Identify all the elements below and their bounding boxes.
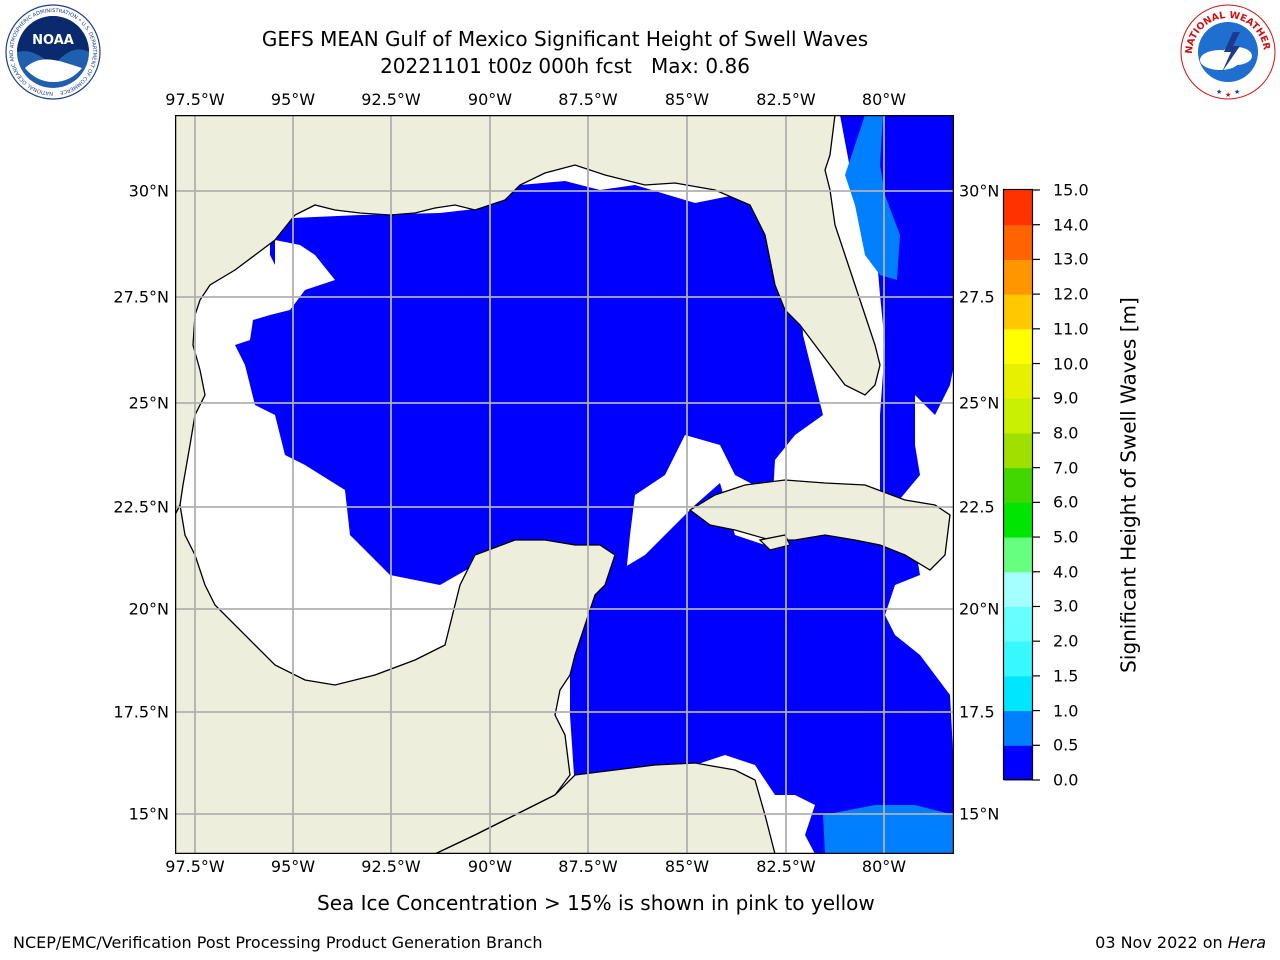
colorbar-tick-label: 11.0 <box>1053 319 1089 339</box>
colorbar-title: Significant Height of Swell Waves [m] <box>1116 297 1141 673</box>
colorbar-tick-label: 15.0 <box>1053 180 1089 200</box>
chart-title: GEFS MEAN Gulf of Mexico Significant Hei… <box>214 26 916 80</box>
lon-label-top: 85°W <box>664 90 710 109</box>
svg-text:★: ★ <box>1225 91 1231 99</box>
colorbar-band <box>1004 571 1032 607</box>
lat-label-left: 25°N <box>128 393 169 413</box>
lat-label-right: 25°N <box>959 393 1000 413</box>
svg-text:★: ★ <box>1234 88 1240 96</box>
lat-label-left: 17.5°N <box>113 702 169 722</box>
lat-label-right: 15°N <box>959 804 1000 824</box>
colorbar-band <box>1004 224 1032 260</box>
swell-height-field <box>235 115 954 854</box>
colorbar-band <box>1004 606 1032 642</box>
lat-label-left: 27.5°N <box>113 287 169 307</box>
colorbar-band <box>1004 294 1032 330</box>
colorbar-tick-label: 4.0 <box>1053 562 1079 582</box>
land-jamaica <box>758 534 791 551</box>
lon-label-top: 95°W <box>270 90 316 109</box>
map-frame <box>175 115 954 854</box>
colorbar-band <box>1004 641 1032 677</box>
colorbar-tick-label: 10.0 <box>1053 354 1089 374</box>
noaa-logo: NATIONAL OCEANIC AND ATMOSPHERIC ADMINIS… <box>5 4 101 100</box>
colorbar-tick-label: 0.5 <box>1053 735 1079 755</box>
land-central-america <box>434 762 776 854</box>
lat-label-right: 27.5 <box>959 287 995 307</box>
lon-label-top: 82.5°W <box>756 90 816 109</box>
lon-label-bottom: 87.5°W <box>558 857 618 876</box>
colorbar-tick-label: 5.0 <box>1053 527 1079 547</box>
sea-ice-note: Sea Ice Concentration > 15% is shown in … <box>317 891 875 915</box>
colorbar-tick-label: 1.5 <box>1053 666 1079 686</box>
lat-label-right: 30°N <box>959 181 1000 201</box>
colorbar <box>1002 188 1040 781</box>
lon-label-bottom: 82.5°W <box>756 857 816 876</box>
colorbar-tick-label: 3.0 <box>1053 596 1079 616</box>
lat-label-left: 20°N <box>128 599 169 619</box>
lon-label-bottom: 92.5°W <box>361 857 421 876</box>
colorbar-frame <box>1002 188 1034 781</box>
colorbar-tick-label: 12.0 <box>1053 284 1089 304</box>
swell-region-gulf <box>235 181 823 590</box>
grid-lines <box>175 115 954 854</box>
lon-label-bottom: 90°W <box>467 857 513 876</box>
colorbar-band <box>1004 398 1032 434</box>
swell-05-atlantic <box>845 115 900 280</box>
lat-label-right: 22.5 <box>959 497 995 517</box>
swell-region-caribbean <box>570 483 954 854</box>
title-line-1: GEFS MEAN Gulf of Mexico Significant Hei… <box>261 27 869 51</box>
colorbar-tick-label: 1.0 <box>1053 701 1079 721</box>
colorbar-tick-label: 7.0 <box>1053 458 1079 478</box>
colorbar-band <box>1004 467 1032 503</box>
lat-label-left: 30°N <box>128 181 169 201</box>
footer-date-text: 03 Nov 2022 on <box>1095 933 1223 952</box>
lat-label-left: 22.5°N <box>113 497 169 517</box>
land-masses <box>175 115 951 854</box>
colorbar-band <box>1004 675 1032 712</box>
colorbar-tick-label: 9.0 <box>1053 388 1079 408</box>
svg-text:★: ★ <box>1216 88 1222 96</box>
colorbar-band <box>1004 745 1032 781</box>
lon-label-bottom: 97.5°W <box>165 857 225 876</box>
colorbar-band <box>1004 432 1032 469</box>
lon-label-bottom: 85°W <box>664 857 710 876</box>
lon-label-top: 97.5°W <box>165 90 225 109</box>
footer-host: Hera <box>1227 933 1266 952</box>
lon-label-top: 92.5°W <box>361 90 421 109</box>
colorbar-band <box>1004 710 1032 746</box>
swell-05-caribbean-south <box>823 805 954 854</box>
lon-label-bottom: 80°W <box>861 857 907 876</box>
gulf-of-mexico-map <box>175 115 954 854</box>
colorbar-band <box>1004 190 1032 226</box>
lon-label-top: 90°W <box>467 90 513 109</box>
colorbar-tick-label: 8.0 <box>1053 423 1079 443</box>
colorbar-band <box>1004 537 1032 573</box>
footer-date: 03 Nov 2022 on Hera <box>1095 933 1266 952</box>
colorbar-tick-label: 14.0 <box>1053 215 1089 235</box>
colorbar-tick-label: 6.0 <box>1053 492 1079 512</box>
colorbar-band <box>1004 328 1032 365</box>
title-line-2: 20221101 t00z 000h fcst Max: 0.86 <box>380 54 750 78</box>
footer-credit: NCEP/EMC/Verification Post Processing Pr… <box>13 933 543 952</box>
lon-label-top: 80°W <box>861 90 907 109</box>
colorbar-band <box>1004 363 1032 399</box>
lon-label-top: 87.5°W <box>558 90 618 109</box>
colorbar-tick-label: 0.0 <box>1053 770 1079 790</box>
nws-logo: NATIONAL WEATHER SERVICE ★ ★ ★ <box>1178 2 1276 100</box>
colorbar-band <box>1004 502 1032 538</box>
noaa-name: NOAA <box>32 33 74 48</box>
lat-label-right: 20°N <box>959 599 1000 619</box>
colorbar-tick-label: 2.0 <box>1053 631 1079 651</box>
lat-label-right: 17.5 <box>959 702 995 722</box>
colorbar-tick-label: 13.0 <box>1053 249 1089 269</box>
lat-label-left: 15°N <box>128 804 169 824</box>
lon-label-bottom: 95°W <box>270 857 316 876</box>
colorbar-band <box>1004 259 1032 295</box>
